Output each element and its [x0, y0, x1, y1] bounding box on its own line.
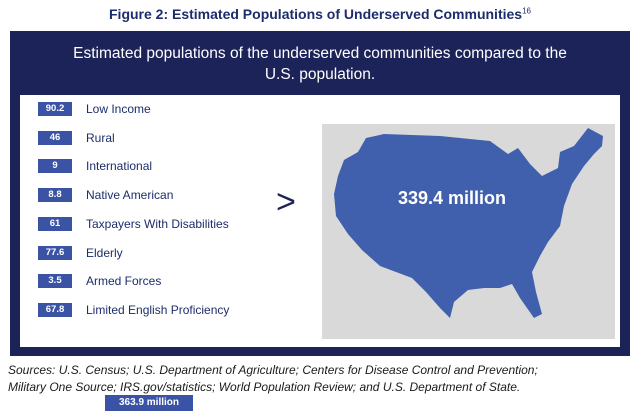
value-badge: 3.5 [38, 274, 72, 289]
community-label: Taxpayers With Disabilities [86, 216, 229, 231]
figure-title: Figure 2: Estimated Populations of Under… [0, 6, 640, 22]
community-label: International [86, 159, 153, 174]
figure-title-text: Figure 2: Estimated Populations of Under… [109, 6, 523, 22]
community-label: Native American [86, 188, 174, 203]
value-badge: 46 [38, 130, 72, 145]
us-map-box: 339.4 million [322, 124, 615, 339]
sources-line-1: Sources: U.S. Census; U.S. Department of… [8, 363, 538, 377]
community-label: Elderly [86, 245, 123, 260]
value-badge: 67.8 [38, 302, 72, 317]
content-area: 90.2 Low Income 46 Rural 9 International 8.8 Na… [20, 95, 620, 411]
community-label: Rural [86, 130, 115, 145]
header-line-1: Estimated populations of the underserved… [73, 45, 567, 62]
greater-than-symbol: > [276, 183, 296, 221]
sources-note: Sources: U.S. Census; U.S. Department of… [8, 362, 634, 396]
us-map-icon [334, 128, 603, 318]
community-label: Limited English Proficiency [86, 302, 230, 317]
panel-header: Estimated populations of the underserved… [10, 43, 630, 85]
total-badge: 363.9 million [105, 395, 193, 411]
us-map-shape [334, 128, 603, 318]
infographic-panel: Estimated populations of the underserved… [10, 31, 630, 411]
value-badge: 77.6 [38, 245, 72, 260]
us-population-label: 339.4 million [397, 188, 507, 208]
value-badge: 90.2 [38, 102, 72, 116]
community-label: Low Income [86, 102, 151, 116]
value-badge: 61 [38, 216, 72, 231]
sources-line-2: Military One Source; IRS.gov/statistics;… [8, 380, 521, 394]
value-badge: 9 [38, 159, 72, 174]
value-badge: 8.8 [38, 188, 72, 203]
footnote-marker: 16 [522, 6, 531, 16]
header-line-2: U.S. population. [264, 66, 376, 83]
community-label: Armed Forces [86, 274, 162, 289]
